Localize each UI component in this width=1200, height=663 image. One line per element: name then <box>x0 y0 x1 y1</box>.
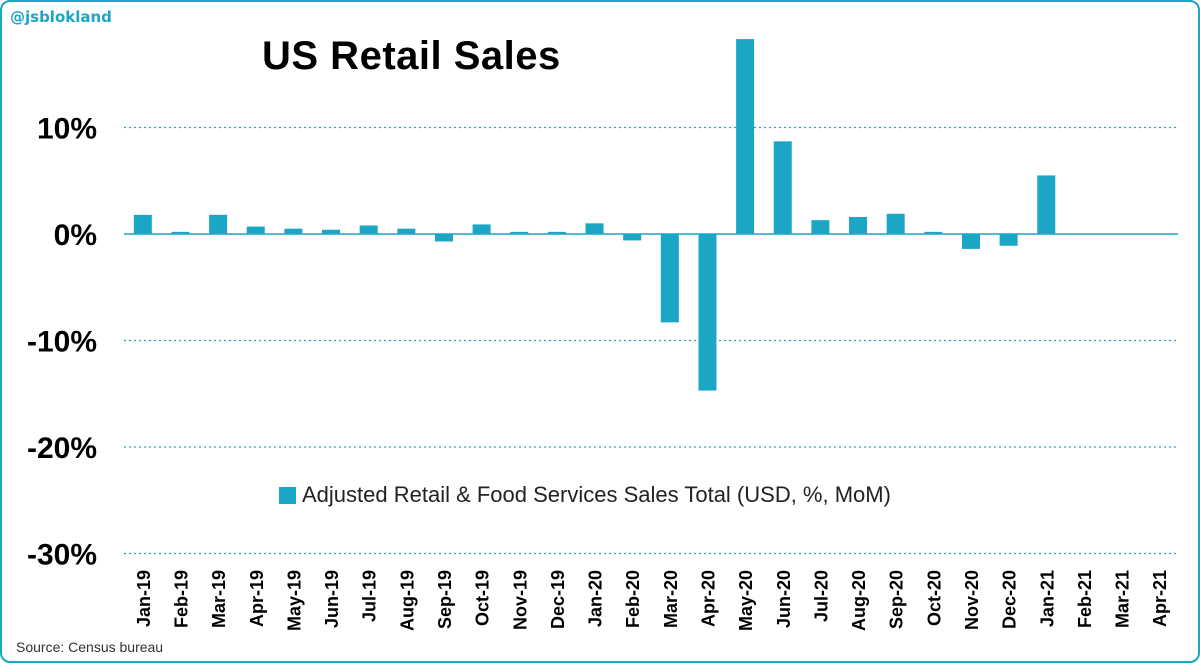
x-tick-label: Nov-20 <box>962 570 982 630</box>
bar <box>623 234 642 241</box>
bar <box>246 226 265 234</box>
x-tick-label: Jan-19 <box>134 570 154 627</box>
bar <box>1037 175 1056 234</box>
legend-swatch <box>279 486 296 504</box>
bar <box>961 234 980 249</box>
x-tick-label: Apr-19 <box>247 570 267 627</box>
bar <box>133 214 152 234</box>
bar <box>698 234 717 391</box>
bar <box>209 214 228 234</box>
bar <box>660 234 679 323</box>
source-note: Source: Census bureau <box>16 639 164 655</box>
y-tick-label: 10% <box>37 113 97 146</box>
y-tick-label: -10% <box>27 326 97 359</box>
x-tick-label: Feb-21 <box>1075 570 1095 628</box>
x-tick-label: May-20 <box>736 570 756 631</box>
bar <box>849 216 868 234</box>
bar <box>322 229 341 234</box>
bar <box>434 234 453 242</box>
bar <box>886 213 905 234</box>
y-axis-ticks: 10% 0% -10% -20% -30% <box>27 113 97 572</box>
legend-label: Adjusted Retail & Food Services Sales To… <box>302 482 891 507</box>
bar <box>811 220 830 234</box>
bar <box>736 39 755 235</box>
chart-title: US Retail Sales <box>262 34 561 78</box>
x-tick-label: Jun-19 <box>322 570 342 628</box>
x-tick-label: Sep-20 <box>887 570 907 629</box>
x-tick-label: Jul-19 <box>360 570 380 622</box>
bar <box>773 141 792 234</box>
x-tick-label: Dec-20 <box>1000 570 1020 629</box>
y-tick-label: -30% <box>27 539 97 572</box>
bar <box>171 231 190 234</box>
x-tick-label: Oct-20 <box>924 570 944 626</box>
x-tick-label: Jul-20 <box>811 570 831 622</box>
x-tick-label: Jun-20 <box>774 570 794 628</box>
x-tick-label: Sep-19 <box>435 570 455 629</box>
x-tick-label: Aug-19 <box>397 570 417 631</box>
bar <box>472 224 491 234</box>
x-tick-label: Feb-20 <box>623 570 643 628</box>
x-tick-label: May-19 <box>284 570 304 631</box>
x-tick-label: Apr-21 <box>1150 570 1170 627</box>
x-tick-label: Aug-20 <box>849 570 869 631</box>
x-tick-label: Nov-19 <box>510 570 530 630</box>
x-tick-label: Jan-20 <box>586 570 606 627</box>
bar <box>547 231 566 234</box>
x-tick-label: Dec-19 <box>548 570 568 629</box>
bar <box>284 228 303 234</box>
author-handle: @jsblokland <box>10 8 112 26</box>
x-axis-ticks: Jan-19 Feb-19 Mar-19 Apr-19 May-19 Jun-19 Jul-… <box>134 570 1170 631</box>
bar <box>359 225 378 234</box>
legend: Adjusted Retail & Food Services Sales To… <box>279 482 891 508</box>
x-tick-label: Mar-19 <box>209 570 229 628</box>
bar <box>999 234 1018 246</box>
x-tick-label: Mar-21 <box>1113 570 1133 628</box>
y-tick-label: -20% <box>27 432 97 465</box>
bar <box>397 228 416 234</box>
bar <box>510 231 529 234</box>
x-tick-label: Jan-21 <box>1037 570 1057 627</box>
bars <box>133 39 1056 391</box>
bar <box>585 223 604 234</box>
x-tick-label: Oct-19 <box>473 570 493 626</box>
x-tick-label: Apr-20 <box>698 570 718 627</box>
x-tick-label: Feb-19 <box>171 570 191 628</box>
y-tick-label: 0% <box>54 219 97 252</box>
bar <box>924 231 943 234</box>
x-tick-label: Mar-20 <box>661 570 681 628</box>
